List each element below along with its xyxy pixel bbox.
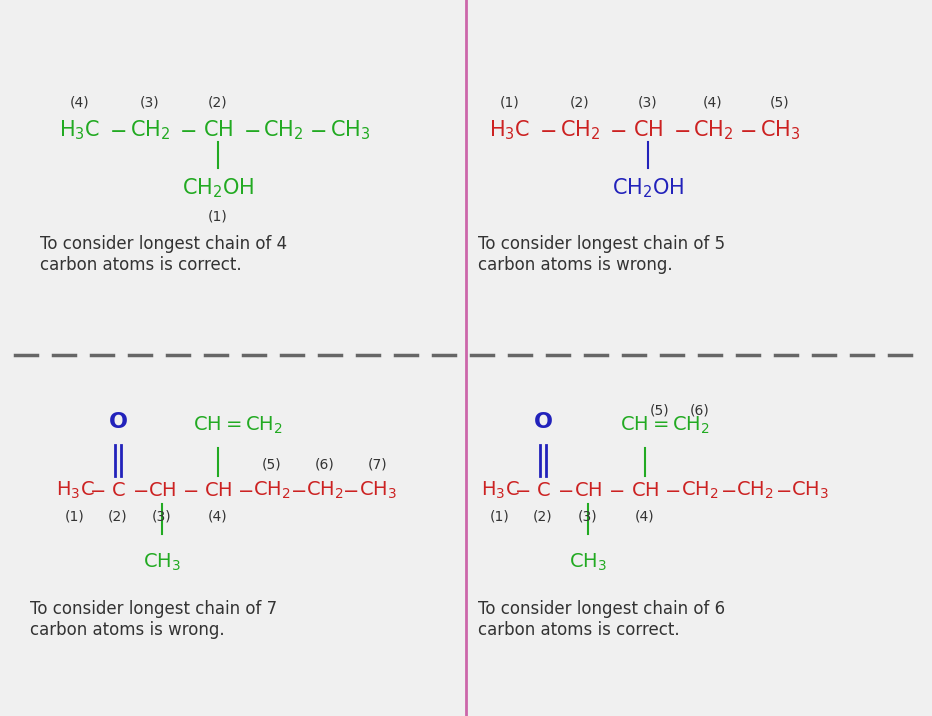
Text: (2): (2) xyxy=(533,509,553,523)
Text: (5): (5) xyxy=(651,403,670,417)
Text: (1): (1) xyxy=(65,509,85,523)
Text: $\mathregular{CH_3}$: $\mathregular{CH_3}$ xyxy=(569,551,607,573)
Text: (2): (2) xyxy=(108,509,128,523)
Text: $\mathregular{-}$: $\mathregular{-}$ xyxy=(309,120,326,140)
Text: $\mathregular{CH_2}$: $\mathregular{CH_2}$ xyxy=(692,118,733,142)
Text: $\mathregular{CH_3}$: $\mathregular{CH_3}$ xyxy=(143,551,181,573)
Text: To consider longest chain of 7
carbon atoms is wrong.: To consider longest chain of 7 carbon at… xyxy=(30,600,277,639)
Text: (3): (3) xyxy=(638,95,658,109)
Text: $\mathregular{CH_2OH}$: $\mathregular{CH_2OH}$ xyxy=(611,176,684,200)
Text: (5): (5) xyxy=(770,95,789,109)
Text: (4): (4) xyxy=(208,509,227,523)
Text: $\mathregular{CH_2}$: $\mathregular{CH_2}$ xyxy=(681,479,719,500)
Text: $\mathregular{-}$: $\mathregular{-}$ xyxy=(739,120,757,140)
Text: To consider longest chain of 4
carbon atoms is correct.: To consider longest chain of 4 carbon at… xyxy=(40,235,287,274)
Text: $\mathregular{CH_2}$: $\mathregular{CH_2}$ xyxy=(263,118,303,142)
Text: $\mathregular{CH_3}$: $\mathregular{CH_3}$ xyxy=(359,479,397,500)
Text: $\mathregular{C}$: $\mathregular{C}$ xyxy=(111,480,125,500)
Text: (1): (1) xyxy=(490,509,510,523)
Text: $\mathregular{-}$: $\mathregular{-}$ xyxy=(514,480,530,500)
Text: (1): (1) xyxy=(500,95,520,109)
Text: To consider longest chain of 5
carbon atoms is wrong.: To consider longest chain of 5 carbon at… xyxy=(478,235,725,274)
Text: $\mathregular{-}$: $\mathregular{-}$ xyxy=(290,480,306,500)
Text: (3): (3) xyxy=(578,509,597,523)
Text: $\mathregular{CH_2}$: $\mathregular{CH_2}$ xyxy=(254,479,291,500)
Text: $\mathregular{CH}$: $\mathregular{CH}$ xyxy=(633,120,663,140)
Text: $\mathregular{CH_3}$: $\mathregular{CH_3}$ xyxy=(330,118,370,142)
Text: $\mathregular{CH}$: $\mathregular{CH}$ xyxy=(631,480,659,500)
Text: $\mathregular{-}$: $\mathregular{-}$ xyxy=(557,480,573,500)
Text: $\mathregular{CH_2}$: $\mathregular{CH_2}$ xyxy=(306,479,344,500)
Text: $\mathregular{CH}$: $\mathregular{CH}$ xyxy=(203,120,233,140)
Text: $\mathregular{-}$: $\mathregular{-}$ xyxy=(774,480,791,500)
Text: (2): (2) xyxy=(208,95,227,109)
Text: $\mathregular{H_3C}$: $\mathregular{H_3C}$ xyxy=(56,479,94,500)
Text: (4): (4) xyxy=(703,95,723,109)
Text: $\mathregular{CH_2}$: $\mathregular{CH_2}$ xyxy=(130,118,171,142)
Text: $\mathregular{H_3C}$: $\mathregular{H_3C}$ xyxy=(489,118,530,142)
Text: $\mathregular{-}$: $\mathregular{-}$ xyxy=(89,480,105,500)
Text: $\mathregular{-}$: $\mathregular{-}$ xyxy=(179,120,197,140)
Text: $\mathregular{C}$: $\mathregular{C}$ xyxy=(536,480,550,500)
Text: O: O xyxy=(108,412,128,432)
Text: (6): (6) xyxy=(690,403,710,417)
Text: $\mathregular{-}$: $\mathregular{-}$ xyxy=(109,120,127,140)
Text: $\mathregular{CH=CH_2}$: $\mathregular{CH=CH_2}$ xyxy=(620,415,710,435)
Text: (1): (1) xyxy=(208,209,228,223)
Text: $\mathregular{-}$: $\mathregular{-}$ xyxy=(540,120,556,140)
Text: $\mathregular{CH}$: $\mathregular{CH}$ xyxy=(204,480,232,500)
Text: (4): (4) xyxy=(636,509,655,523)
Text: $\mathregular{CH=CH_2}$: $\mathregular{CH=CH_2}$ xyxy=(193,415,283,435)
Text: $\mathregular{-}$: $\mathregular{-}$ xyxy=(664,480,680,500)
Text: $\mathregular{-}$: $\mathregular{-}$ xyxy=(243,120,261,140)
Text: $\mathregular{-}$: $\mathregular{-}$ xyxy=(182,480,199,500)
Text: $\mathregular{-}$: $\mathregular{-}$ xyxy=(720,480,736,500)
Text: $\mathregular{CH_2}$: $\mathregular{CH_2}$ xyxy=(736,479,774,500)
Text: (2): (2) xyxy=(570,95,590,109)
Text: (3): (3) xyxy=(152,509,171,523)
Text: $\mathregular{CH_3}$: $\mathregular{CH_3}$ xyxy=(760,118,801,142)
Text: (7): (7) xyxy=(368,457,388,471)
Text: To consider longest chain of 6
carbon atoms is correct.: To consider longest chain of 6 carbon at… xyxy=(478,600,725,639)
Text: $\mathregular{-}$: $\mathregular{-}$ xyxy=(608,480,624,500)
Text: $\mathregular{-}$: $\mathregular{-}$ xyxy=(342,480,358,500)
Text: $\mathregular{CH_2}$: $\mathregular{CH_2}$ xyxy=(560,118,600,142)
Text: $\mathregular{H_3C}$: $\mathregular{H_3C}$ xyxy=(60,118,101,142)
Text: $\mathregular{-}$: $\mathregular{-}$ xyxy=(674,120,691,140)
Text: $\mathregular{-}$: $\mathregular{-}$ xyxy=(237,480,254,500)
Text: (5): (5) xyxy=(262,457,281,471)
Text: (3): (3) xyxy=(140,95,159,109)
Text: $\mathregular{CH}$: $\mathregular{CH}$ xyxy=(148,480,176,500)
Text: $\mathregular{CH}$: $\mathregular{CH}$ xyxy=(574,480,602,500)
Text: O: O xyxy=(533,412,553,432)
Text: $\mathregular{H_3C}$: $\mathregular{H_3C}$ xyxy=(481,479,519,500)
Text: $\mathregular{CH_2OH}$: $\mathregular{CH_2OH}$ xyxy=(182,176,254,200)
Text: (6): (6) xyxy=(315,457,335,471)
Text: (4): (4) xyxy=(70,95,89,109)
Text: $\mathregular{CH_3}$: $\mathregular{CH_3}$ xyxy=(791,479,829,500)
Text: $\mathregular{-}$: $\mathregular{-}$ xyxy=(610,120,626,140)
Text: $\mathregular{-}$: $\mathregular{-}$ xyxy=(131,480,148,500)
